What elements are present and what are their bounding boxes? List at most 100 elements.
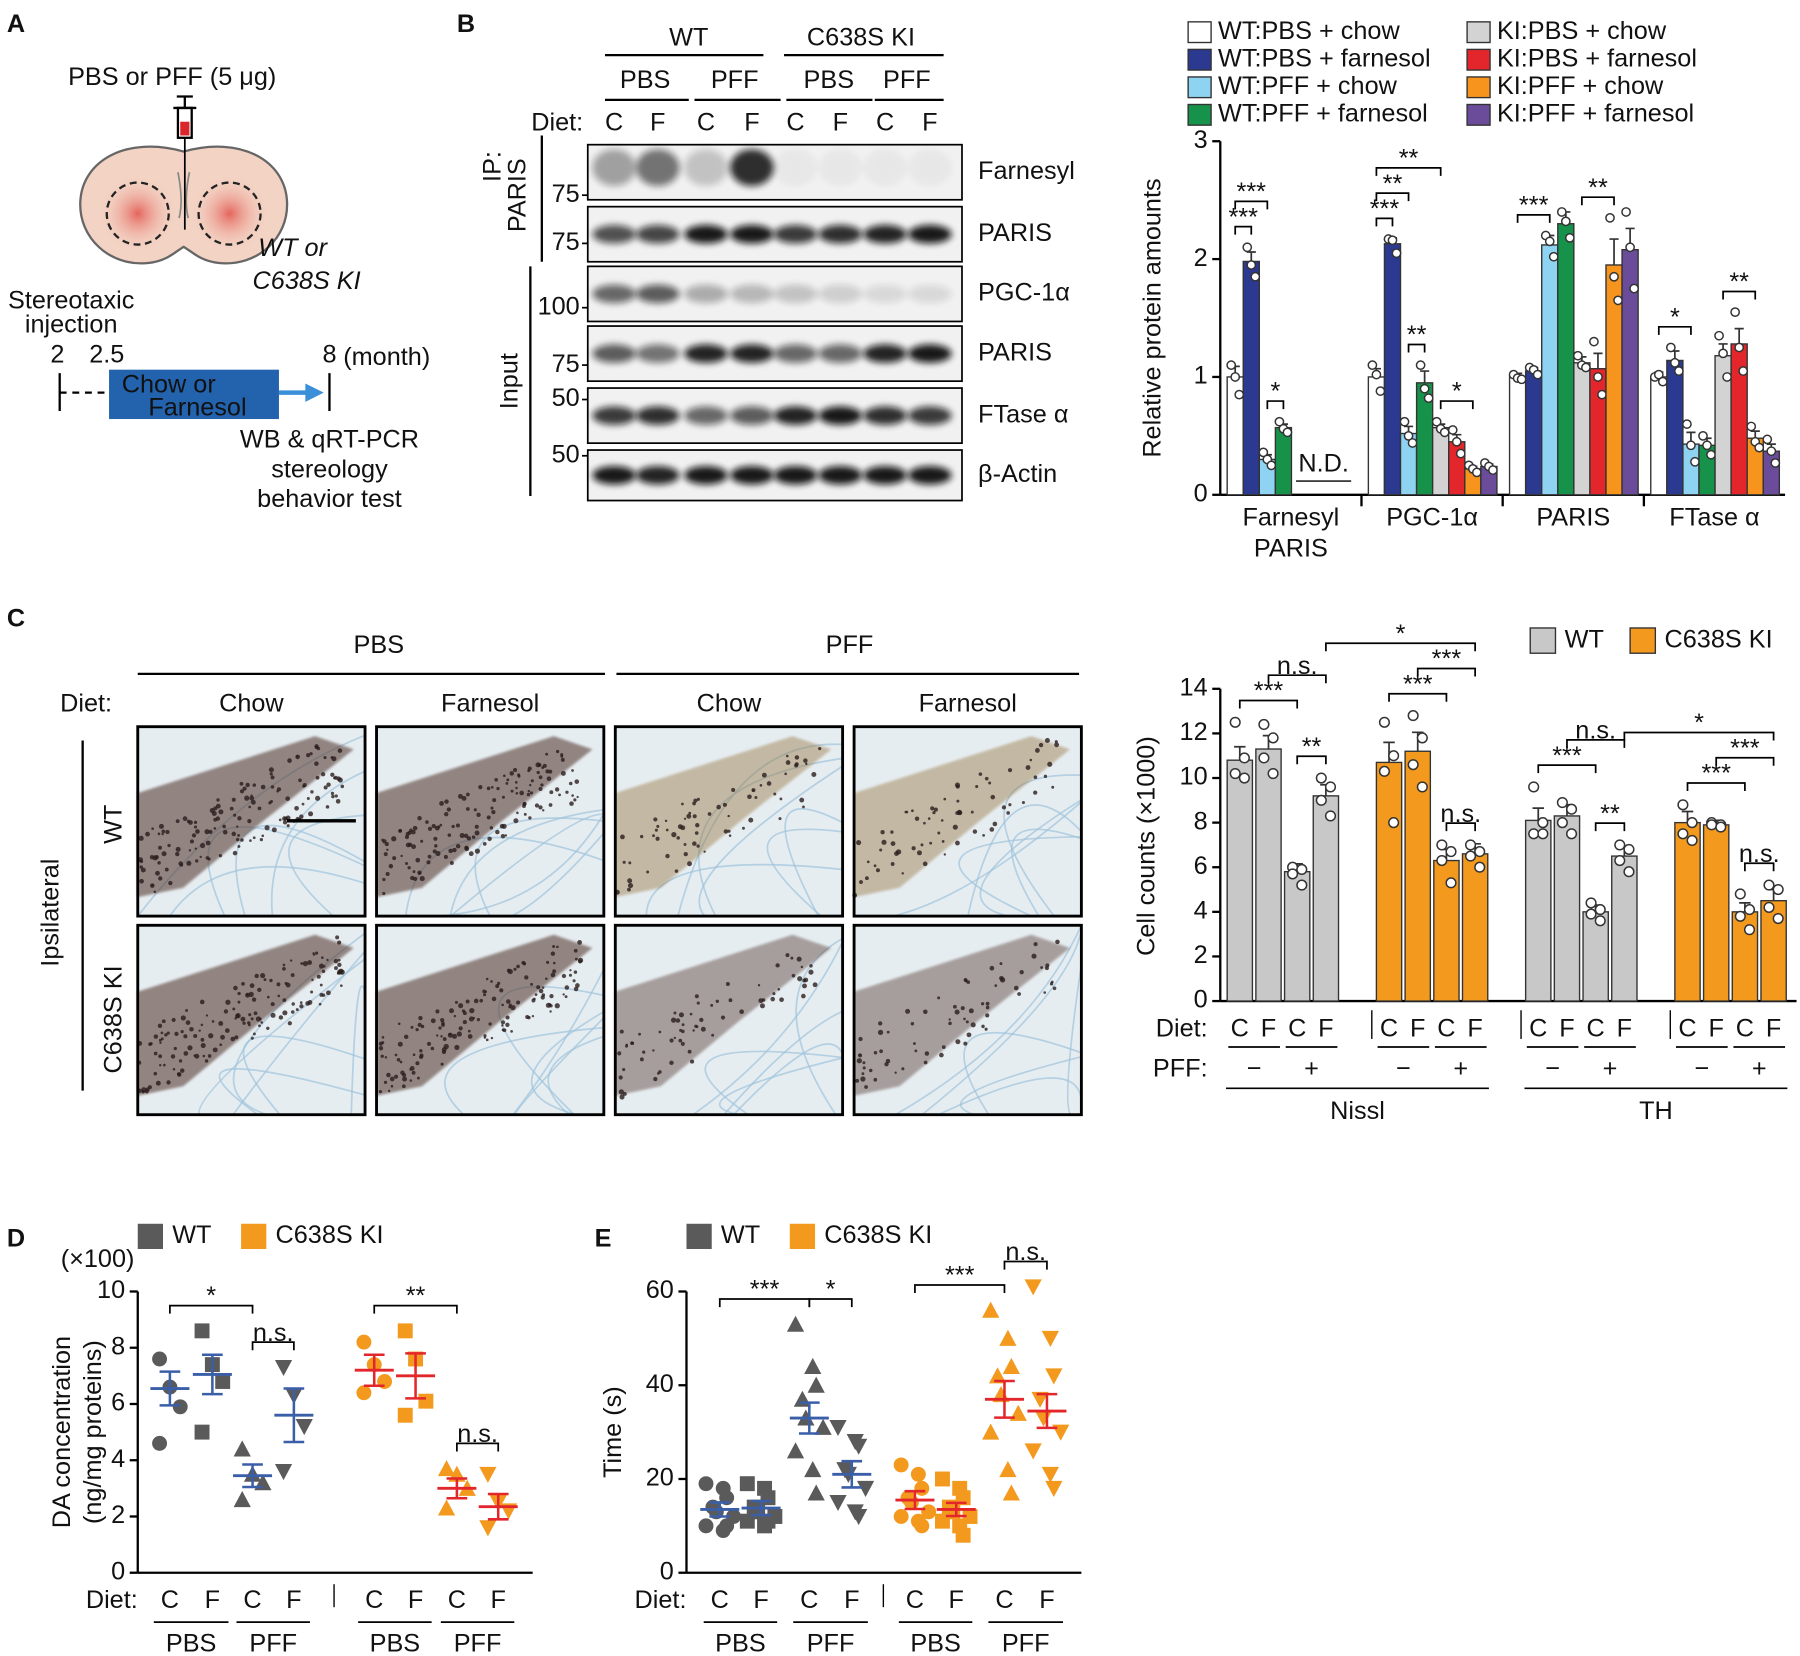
neuron [534, 803, 540, 808]
neuron [284, 981, 288, 985]
neuron [639, 1057, 644, 1062]
significance-bracket [1744, 862, 1775, 872]
neuron [312, 953, 316, 956]
data-point [1324, 810, 1337, 822]
neuron [711, 1033, 715, 1037]
significance-label: *** [1519, 191, 1549, 219]
tissue-fiber [894, 924, 1083, 1116]
neuron [239, 781, 244, 786]
neuron [218, 1021, 224, 1026]
neuron [975, 784, 979, 789]
diet-tick: C [906, 1586, 924, 1614]
y-axis-label: Cell counts (×1000) [1133, 736, 1161, 956]
neuron [215, 803, 221, 809]
neuron [573, 798, 577, 802]
neuron [318, 963, 325, 969]
neuron [403, 1034, 409, 1040]
neuron [270, 1012, 276, 1018]
neuron [323, 755, 327, 760]
y-tick-label: 6 [111, 1389, 125, 1417]
data-point [1378, 765, 1391, 777]
neuron [476, 1017, 481, 1022]
neuron [617, 1051, 622, 1056]
neuron [618, 1089, 624, 1095]
neuron [549, 790, 554, 795]
neuron [306, 753, 311, 758]
data-point [914, 1518, 930, 1534]
blot-band [635, 284, 680, 304]
neuron [955, 840, 960, 846]
legend-swatch [789, 1223, 816, 1250]
neuron [497, 981, 501, 986]
neuron [499, 988, 504, 993]
neuron [282, 1010, 288, 1016]
treatment-label: PBS [370, 1630, 421, 1656]
data-point [1621, 207, 1631, 217]
neuron [575, 983, 580, 988]
data-point [1746, 421, 1757, 432]
neuron [444, 811, 449, 817]
neuron [482, 842, 487, 846]
neuron [564, 995, 568, 999]
data-point [1714, 330, 1724, 341]
neuron [442, 1037, 447, 1041]
neuron [200, 1037, 205, 1042]
neuron [218, 853, 223, 858]
neuron [541, 766, 545, 770]
neuron [182, 816, 188, 821]
neuron [754, 796, 758, 800]
neuron [955, 1039, 961, 1045]
neuron [1054, 742, 1060, 748]
y-tick-label: 4 [1194, 897, 1208, 925]
significance-bracket [1325, 642, 1476, 652]
neuron [1031, 953, 1037, 959]
missing-label: N.D. [1298, 450, 1349, 478]
neuron [417, 870, 422, 875]
data-point [1031, 1391, 1049, 1408]
neuron [325, 805, 330, 809]
neuron [703, 850, 706, 853]
neuron [310, 990, 314, 994]
blot-band [863, 406, 907, 425]
data-point [804, 1461, 822, 1478]
neuron [985, 1001, 990, 1006]
significance-label: ** [1383, 170, 1403, 198]
diet-header: Chow [697, 690, 762, 718]
y-tick-label: 0 [660, 1557, 674, 1585]
neuron [952, 824, 958, 830]
neuron [728, 998, 733, 1003]
tissue-fiber [979, 799, 1082, 917]
neuron [299, 814, 304, 819]
data-point [1041, 1466, 1059, 1483]
neuron [628, 861, 632, 865]
pff-tick: − [1247, 1055, 1262, 1083]
data-point [479, 1466, 497, 1483]
neuron [1055, 939, 1060, 945]
significance-bracket [914, 1284, 1006, 1294]
data-point [786, 1315, 805, 1332]
neuron [231, 831, 237, 837]
neuron [255, 1016, 262, 1022]
bar [1557, 223, 1575, 496]
neuron [260, 1021, 264, 1024]
stained-region [137, 736, 354, 898]
legend-label: WT:PBS + farnesol [1218, 44, 1431, 72]
neuron [387, 1089, 391, 1093]
significance-bracket [456, 1442, 500, 1452]
neuron [234, 1035, 239, 1040]
neuron [696, 1001, 700, 1005]
neuron [516, 964, 520, 969]
data-point [1045, 1368, 1063, 1385]
neuron [805, 762, 808, 766]
neuron [204, 1059, 209, 1063]
blot-band [684, 406, 728, 425]
neuron [172, 1067, 176, 1071]
significance-label: *** [1237, 178, 1267, 206]
neuron [515, 786, 518, 790]
blot-band [592, 225, 636, 244]
blot-band [684, 466, 728, 485]
neuron [411, 844, 417, 850]
neuron [189, 1026, 194, 1032]
neuron [249, 839, 252, 842]
diet-tick: C [1736, 1014, 1754, 1042]
